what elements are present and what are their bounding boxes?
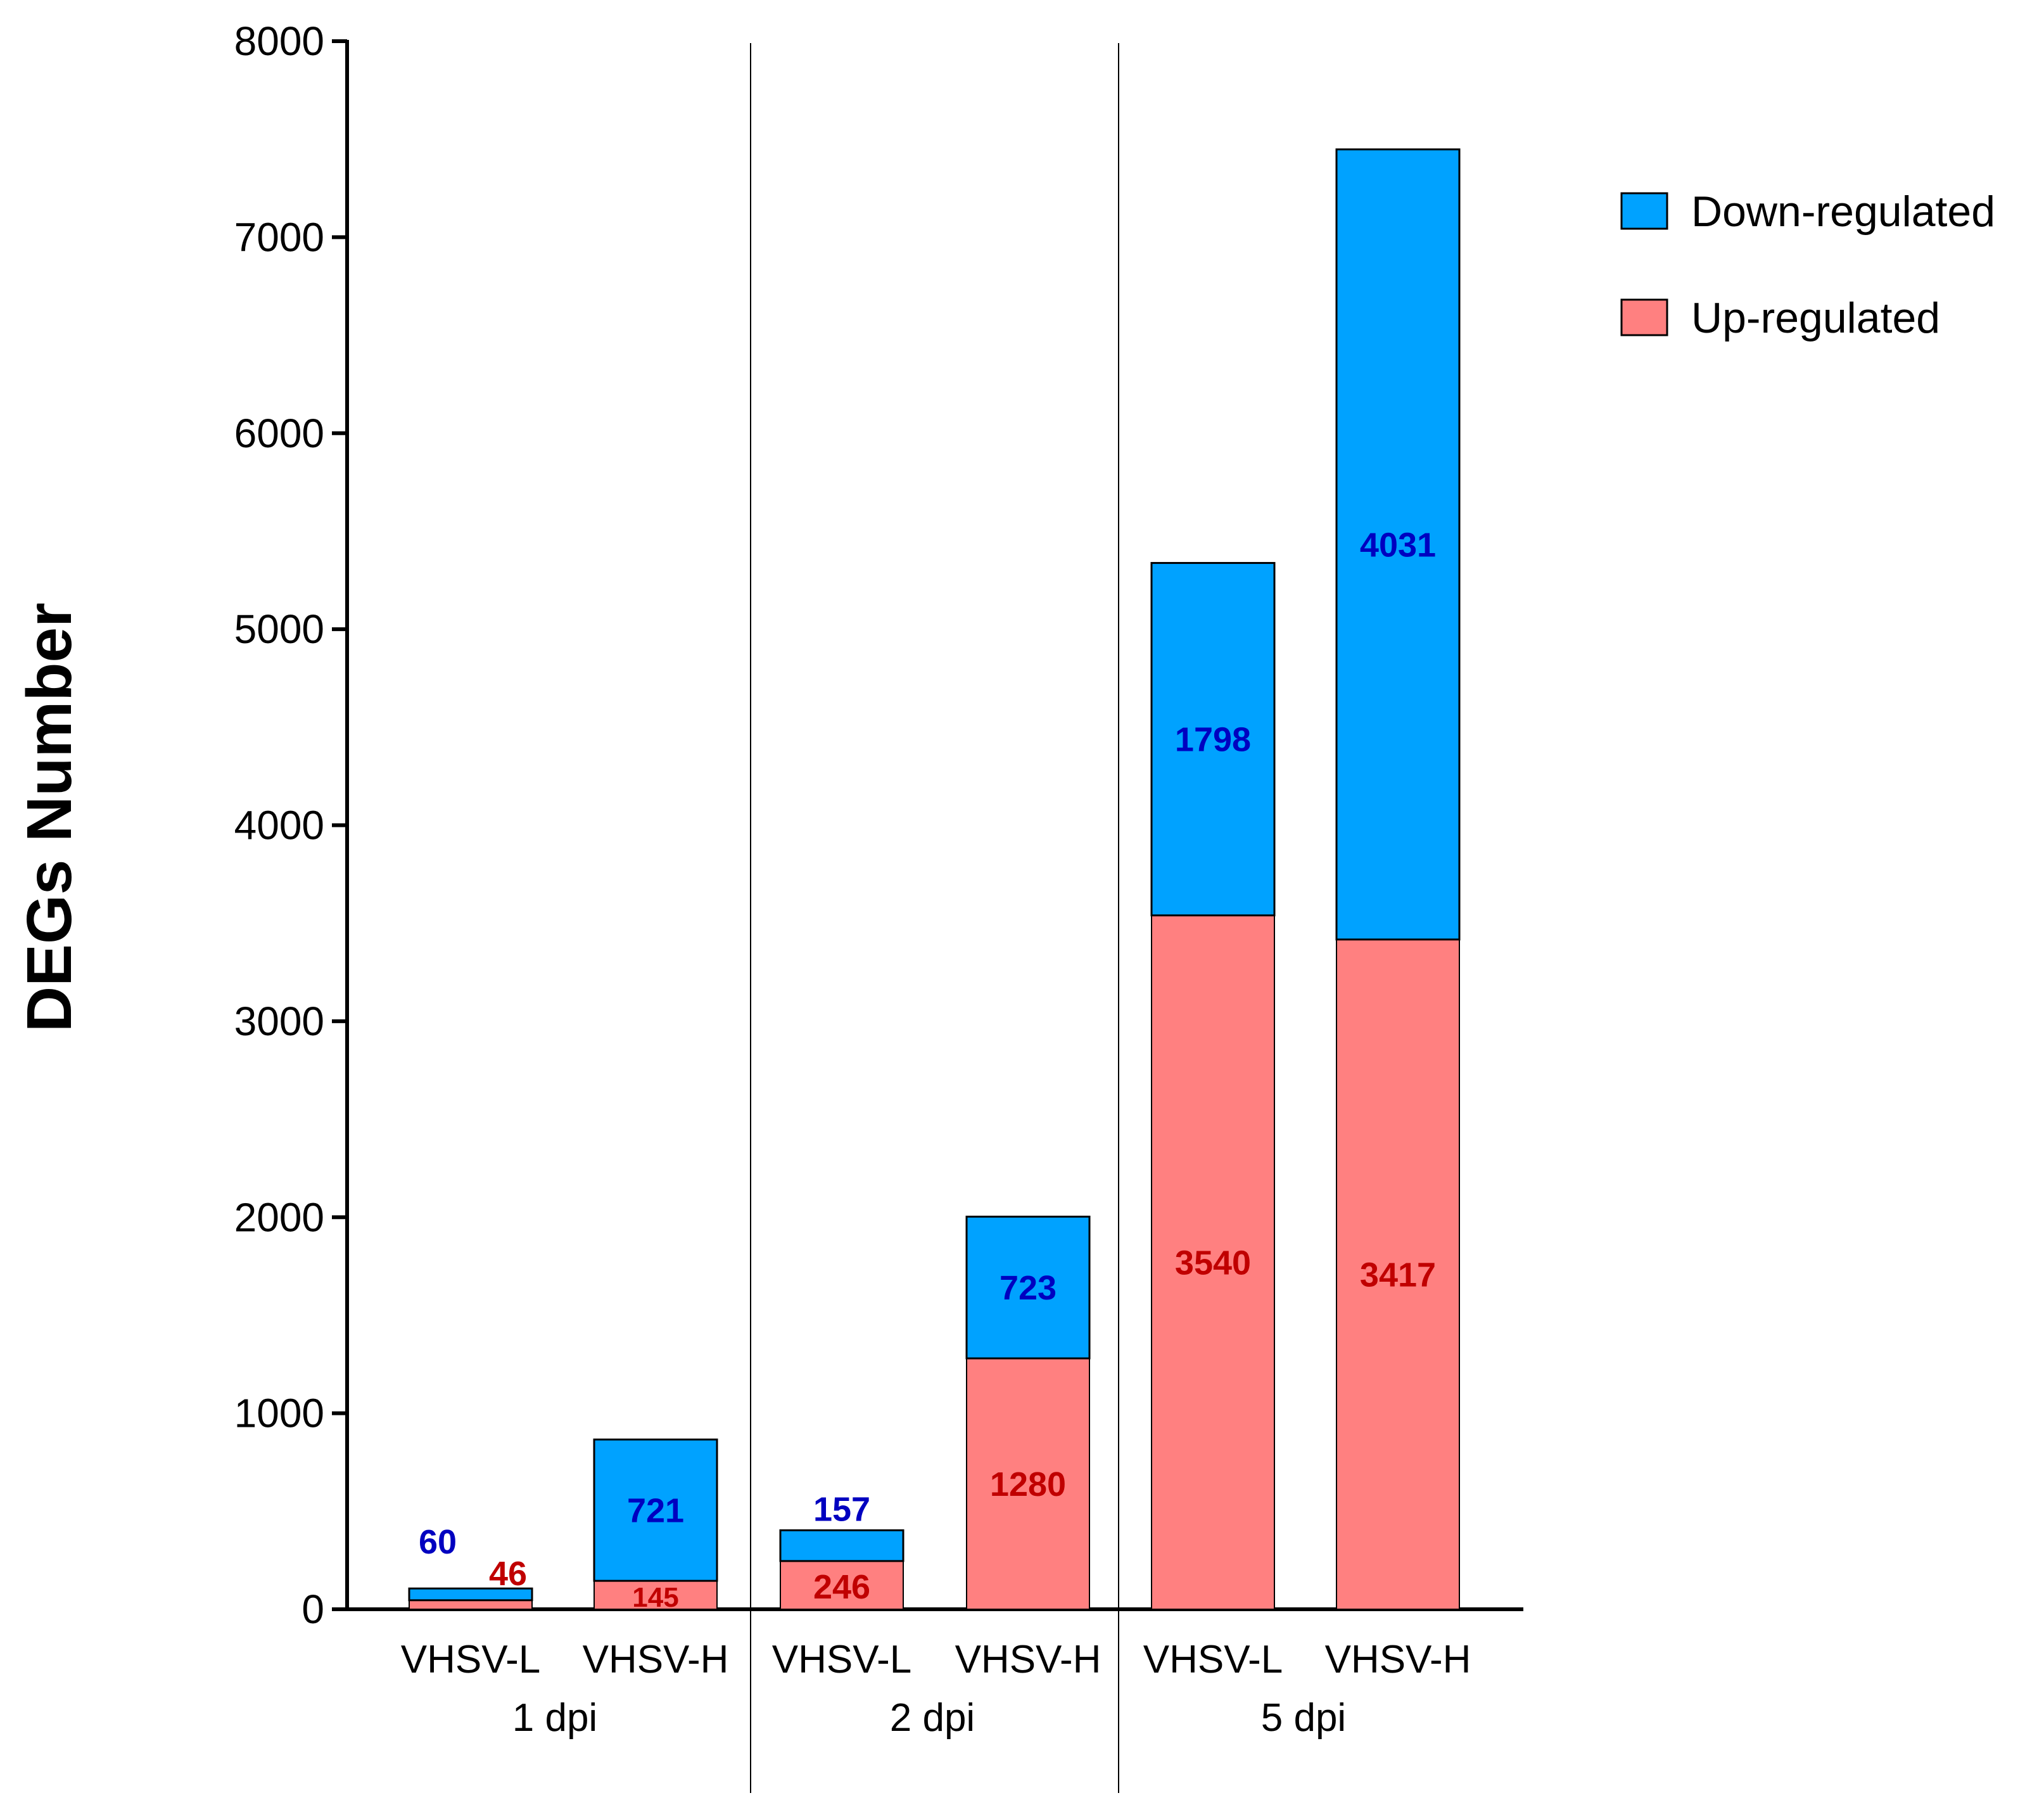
down-value-label: 723 xyxy=(1000,1269,1057,1307)
down-value-label: 1798 xyxy=(1175,721,1251,759)
y-tick-label: 7000 xyxy=(234,214,324,260)
bar-down-regulated xyxy=(1150,562,1276,917)
bar-down-regulated xyxy=(593,1438,718,1582)
group-label: 2 dpi xyxy=(890,1696,975,1740)
x-category-label: VHSV-H xyxy=(583,1638,729,1681)
axes: 0 1000 2000 3000 4000 5000 6000 7000 8000 xyxy=(234,18,1523,1793)
bar-up-regulated xyxy=(409,1599,533,1611)
bar-up-regulated xyxy=(780,1560,904,1611)
y-tick-label: 2000 xyxy=(234,1194,324,1240)
bars xyxy=(408,148,1461,1611)
legend-swatch-down-regulated xyxy=(1620,192,1668,230)
labels: VHSV-L 60 46 VHSV-H 721 145 VHSV-L 157 246 VHSV-H… xyxy=(401,526,1471,1740)
up-value-label: 3417 xyxy=(1360,1256,1436,1294)
up-value-label: 3540 xyxy=(1175,1244,1251,1282)
bar-down-regulated xyxy=(1335,148,1461,941)
y-tick-label: 8000 xyxy=(234,18,324,64)
group-label: 1 dpi xyxy=(512,1696,597,1740)
up-value-label: 246 xyxy=(813,1568,870,1606)
bar-up-regulated xyxy=(1336,938,1460,1610)
bar-up-regulated xyxy=(1151,914,1275,1610)
bar-down-regulated xyxy=(408,1587,533,1602)
group-label: 5 dpi xyxy=(1261,1696,1346,1740)
y-tick-label: 4000 xyxy=(234,803,324,848)
y-tick-label: 0 xyxy=(302,1586,324,1632)
y-tick-label: 1000 xyxy=(234,1391,324,1436)
up-value-label: 1280 xyxy=(990,1465,1066,1503)
down-value-label: 157 xyxy=(813,1490,870,1528)
legend-swatch-up-regulated xyxy=(1620,298,1668,336)
x-category-label: VHSV-L xyxy=(1143,1638,1283,1681)
down-value-label: 60 xyxy=(419,1523,457,1561)
y-tick-label: 5000 xyxy=(234,606,324,652)
y-tick-label: 6000 xyxy=(234,411,324,456)
bar-down-regulated xyxy=(779,1529,905,1562)
down-value-label: 4031 xyxy=(1360,526,1436,564)
y-tick-label: 3000 xyxy=(234,999,324,1044)
legend: Down-regulated Up-regulated xyxy=(1620,188,1995,342)
legend-label: Up-regulated xyxy=(1691,294,1940,342)
x-category-label: VHSV-H xyxy=(1325,1638,1471,1681)
up-value-label: 145 xyxy=(632,1582,678,1613)
bar-up-regulated xyxy=(966,1358,1090,1610)
down-value-label: 721 xyxy=(627,1492,684,1530)
up-value-label: 46 xyxy=(489,1555,527,1593)
legend-label: Down-regulated xyxy=(1691,188,1995,236)
y-axis-title: DEGs Number xyxy=(14,603,85,1032)
x-category-label: VHSV-L xyxy=(772,1638,912,1681)
x-category-label: VHSV-H xyxy=(955,1638,1101,1681)
x-category-label: VHSV-L xyxy=(401,1638,541,1681)
bar-down-regulated xyxy=(965,1215,1091,1360)
